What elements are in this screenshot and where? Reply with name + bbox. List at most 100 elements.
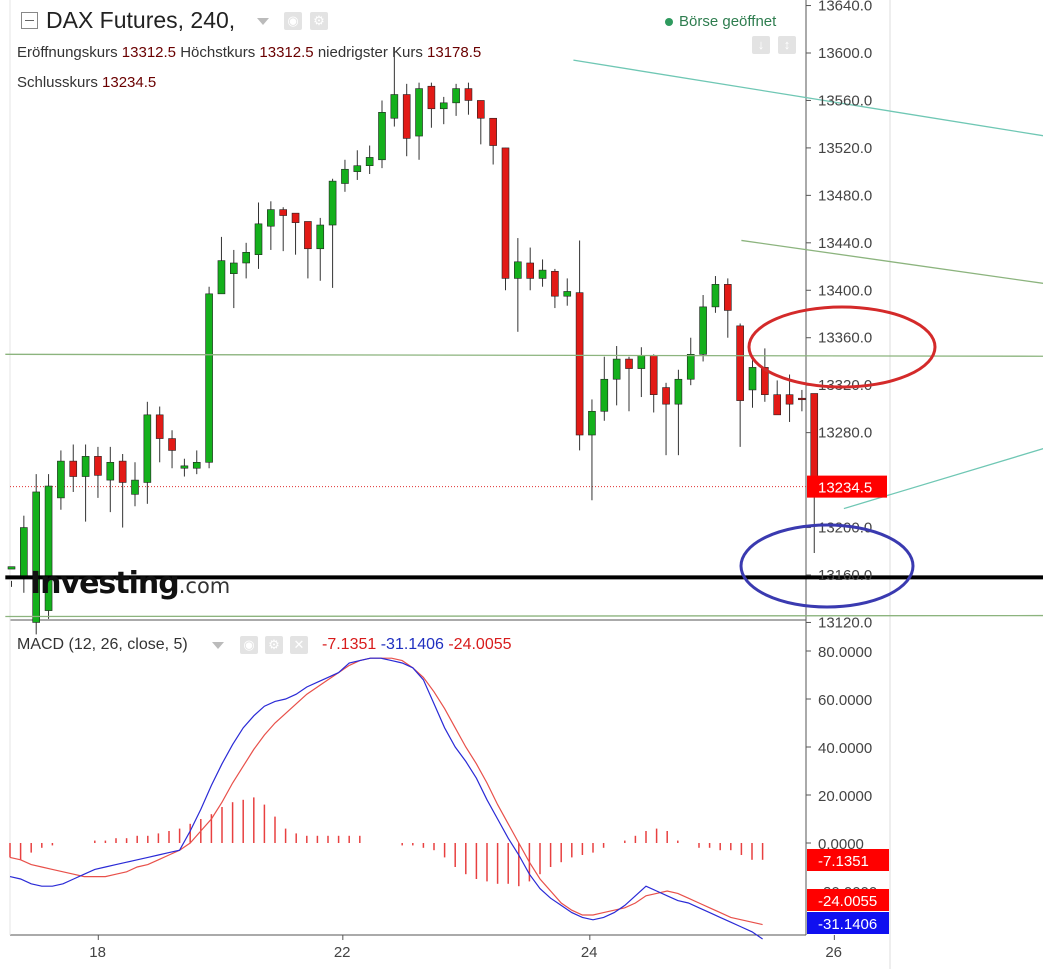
candle-body: [761, 367, 769, 395]
time-tick-label: 26: [825, 944, 842, 961]
macd-signal-line: [9, 657, 763, 926]
collapse-legend-button[interactable]: [21, 12, 38, 29]
ohlc-row-1: Eröffnungskurs 13312.5 Höchstkurs 13312.…: [17, 44, 481, 61]
annotations: [739, 305, 937, 609]
macd-value-box: [807, 849, 889, 871]
candle-body: [32, 491, 41, 623]
macd-chevron-down-icon[interactable]: [212, 642, 224, 649]
candle-body: [798, 397, 806, 401]
candle-body: [304, 221, 312, 250]
trendline-horizontal-lower: [5, 614, 1043, 618]
trendlines: [5, 59, 1043, 618]
candle-body: [155, 414, 164, 439]
candle-body: [291, 212, 300, 223]
macd-close-icon[interactable]: ✕: [290, 636, 308, 654]
macd-tick-label: 60.0000: [818, 692, 872, 709]
candle-body: [415, 88, 423, 137]
macd-value: -7.1351: [322, 636, 377, 653]
candle-body: [526, 262, 535, 279]
arrow-down-icon[interactable]: ↓: [752, 36, 770, 54]
market-status: Börse geöffnet: [665, 13, 776, 30]
trendline-mid-resistance: [741, 239, 1043, 284]
status-dot-icon: [665, 18, 673, 27]
chevron-down-icon[interactable]: [257, 18, 269, 25]
candle-body: [575, 292, 584, 436]
macd-gear-icon[interactable]: ⚙: [265, 636, 283, 654]
price-series: [7, 47, 819, 635]
last-price-box: [807, 475, 887, 498]
candle-body: [192, 461, 201, 469]
trendline-horizontal-upper: [5, 353, 1043, 357]
macd-value-box-label: -7.1351: [818, 853, 869, 870]
symbol-title: DAX Futures, 240,: [46, 7, 236, 33]
candle-body: [217, 260, 226, 295]
candle-body: [810, 393, 819, 487]
price-tick-label: 13400.0: [818, 282, 872, 299]
candle-body: [106, 461, 115, 481]
candle-body: [316, 224, 325, 250]
candle-body: [501, 147, 510, 279]
candle-body: [143, 414, 152, 483]
candle-body: [588, 410, 596, 436]
candle-body: [600, 378, 609, 412]
candle-body: [57, 460, 65, 499]
macd-tick-label: 80.0000: [818, 644, 872, 661]
price-tick-label: 13560.0: [818, 92, 872, 109]
trendline-support-trendline: [843, 448, 1043, 510]
price-tick-label: 13360.0: [818, 330, 872, 347]
macd-tick-label: 40.0000: [818, 740, 872, 757]
time-tick-label: 18: [89, 944, 106, 961]
arrow-updown-icon[interactable]: ↕: [778, 36, 796, 54]
eye-icon[interactable]: ◉: [284, 12, 302, 30]
macd-values: -7.1351 -31.1406 -24.0055: [322, 636, 512, 654]
candle-body: [205, 293, 213, 463]
candle-body: [180, 465, 189, 469]
axes: 13640.0 13600.0 13560.0 13520.0 13480.0 13440…: [89, 0, 889, 961]
macd-eye-icon[interactable]: ◉: [240, 636, 258, 654]
candle-body: [44, 485, 53, 611]
candle-body: [649, 355, 658, 395]
candle-body: [353, 165, 362, 172]
candle-body: [168, 438, 176, 451]
candle-body: [489, 117, 497, 146]
candle-body: [365, 157, 374, 167]
candle-body: [464, 88, 473, 101]
candle-body: [625, 358, 633, 369]
grid: [9, 0, 891, 969]
candle-body: [242, 252, 250, 264]
logo-main-text: Investing: [30, 566, 180, 601]
candle-body: [711, 284, 720, 308]
price-tick-label: 13160.0: [818, 567, 872, 584]
candle-body: [390, 94, 399, 119]
candle-body: [267, 209, 275, 227]
gear-icon[interactable]: ⚙: [310, 12, 328, 30]
candle-body: [662, 387, 670, 405]
candle-body: [736, 325, 744, 401]
candle-body: [131, 479, 139, 495]
investing-logo: Investing.com: [30, 566, 230, 601]
candle-body: [476, 100, 485, 119]
price-tick-label: 13640.0: [818, 0, 872, 15]
candle-body: [439, 102, 448, 110]
last-price-label: 13234.5: [818, 480, 872, 497]
candle-body: [514, 261, 522, 279]
macd-line: [9, 657, 763, 940]
macd-series: [9, 657, 764, 940]
blue-ellipse-annotation: [739, 523, 915, 609]
candle-body: [81, 456, 90, 477]
logo-domain-text: .com: [178, 574, 231, 598]
candle-body: [328, 180, 337, 226]
candle-body: [427, 85, 436, 110]
candle-body: [563, 291, 572, 297]
candle-body: [674, 378, 683, 405]
close-label: Schlusskurs: [17, 74, 98, 91]
candle-body: [785, 394, 794, 405]
market-status-label: Börse geöffnet: [679, 13, 777, 30]
close-value: 13234.5: [102, 74, 157, 91]
price-tick-label: 13520.0: [818, 140, 872, 157]
macd-signal-value: -31.1406: [380, 636, 444, 653]
macd-legend: MACD (12, 26, close, 5): [17, 636, 188, 654]
signal-value-box-label: -24.0055: [818, 893, 877, 910]
low-label: niedrigster Kurs: [317, 44, 423, 61]
